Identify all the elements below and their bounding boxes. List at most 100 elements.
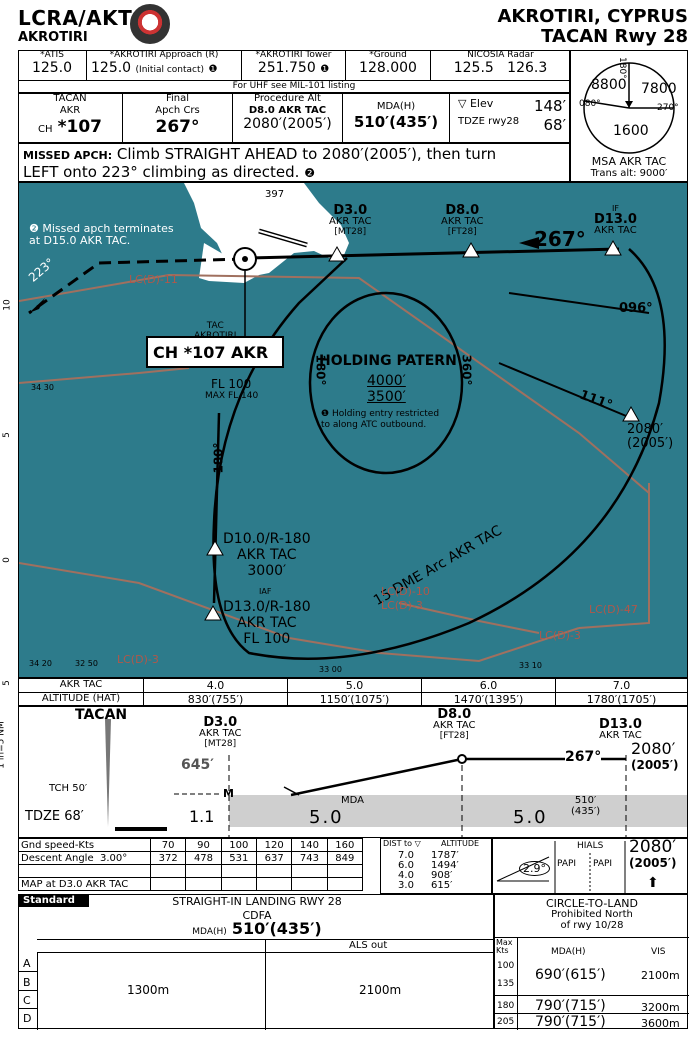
circle-max-kts: Max Kts — [496, 938, 513, 955]
course-096-label: 096° — [619, 301, 653, 316]
plan-view: ❷ Missed apch terminates at D15.0 AKR TAC… — [18, 182, 688, 678]
profile-d3-label: D3.0 AKR TAC [MT28] — [199, 715, 242, 749]
msa-sector-nw: 8800 — [591, 77, 627, 93]
msa-bearing-080: 080° — [579, 99, 601, 109]
comm-atis: *ATIS 125.0 — [18, 50, 87, 81]
lat-34-20: 34 20 — [29, 659, 52, 668]
note-2-icon: ❷ — [304, 166, 315, 180]
circle-note2: of rwy 10/28 — [560, 920, 624, 931]
circle-note1: Prohibited North — [551, 909, 633, 920]
dist-alt-h1: DIST to ▽ — [383, 839, 421, 848]
gs-map: MAP at D3.0 AKR TAC — [18, 877, 151, 891]
airport-icao: LCRA/AKT — [18, 6, 133, 30]
minimums-box: Standard STRAIGHT-IN LANDING RWY 28 CDFA… — [18, 894, 494, 1030]
profile-mda-value: 510′ (435′) — [571, 795, 601, 817]
cat-d: D — [23, 1012, 32, 1025]
comm-ground-value: 128.000 — [359, 60, 417, 76]
alt-table-alt-4: 1780′(1705′) — [586, 693, 657, 706]
tdze-label: TDZE rwy28 — [458, 116, 520, 127]
logo — [130, 4, 170, 44]
final-course: 267° — [155, 117, 200, 137]
rate-100: 531 — [220, 851, 257, 865]
lon-33-10: 33 10 — [519, 661, 542, 670]
elev-cell: ▽ Elev 148′ TDZE rwy28 68′ — [450, 93, 570, 143]
circle-vis-3: 3600m — [641, 1017, 680, 1030]
circle-vis-1: 2100m — [641, 969, 680, 982]
lon-33-00: 33 00 — [319, 665, 342, 674]
circle-mda-1: 690′(615′) — [535, 967, 606, 983]
fix-d13 — [604, 239, 622, 256]
proc-alt-cell: Procedure Alt D8.0 AKR TAC 2080′(2005′) — [233, 93, 343, 143]
procedure-title: TACAN Rwy 28 — [541, 26, 688, 47]
msa-sector-s: 1600 — [613, 123, 649, 139]
circle-vis-2: 3200m — [641, 1001, 680, 1014]
d13-fix-label: IF D13.0 AKR TAC — [594, 204, 637, 236]
course-111 — [498, 362, 632, 419]
d8-fix-label: D8.0 AKR TAC [FT28] — [441, 203, 484, 237]
minimums-cdfa: CDFA — [242, 909, 272, 922]
comm-approach-note: (Initial contact) — [135, 65, 205, 75]
mda-label: MDA(H) — [376, 101, 416, 112]
missed-approach-box: MISSED APCH: Climb STRAIGHT AHEAD to 208… — [18, 143, 570, 182]
circle-mda-2: 790′(715′) — [535, 998, 606, 1014]
papi-left: PAPI — [557, 859, 577, 869]
tacan-tower — [105, 719, 111, 827]
fix-d3 — [328, 245, 346, 262]
glide-angle: 2.9° — [519, 861, 550, 876]
minimums-mda: MDA(H) 510′(435′) — [192, 919, 322, 938]
gs-160: 160 — [326, 838, 364, 852]
final-arrow — [519, 237, 539, 249]
profile-diagram — [105, 719, 687, 837]
missed-climb — [283, 786, 300, 796]
profile-view: TACAN D3.0 AKR TAC [MT28] D8.0 AKR TAC [FT28… — [18, 706, 688, 838]
comm-atis-value: 125.0 — [31, 60, 73, 76]
scale-0: 0 — [1, 557, 12, 563]
fix-2080 — [622, 405, 640, 422]
nav-channel: *107 — [57, 117, 102, 137]
glide-path — [290, 757, 463, 797]
airspace-boundary-inner — [398, 602, 540, 634]
d13r-fix-label: D13.0/R-180 AKR TAC FL 100 — [223, 599, 311, 647]
airspace-boundary-west — [19, 367, 190, 384]
circle-title: CIRCLE-TO-LAND — [546, 897, 638, 910]
missed-prefix: MISSED APCH: — [23, 149, 113, 162]
holding-alt-max: 4000′ — [367, 373, 406, 389]
profile-dist-2: 5.0 — [309, 807, 344, 828]
climb-arrow-icon: ⬆ — [647, 875, 659, 891]
circle-mda-3: 790′(715′) — [535, 1014, 606, 1030]
alt-table-dist-2: 5.0 — [288, 679, 422, 693]
profile-d13-label: D13.0 AKR TAC — [599, 717, 642, 741]
profile-dist-1: 1.1 — [189, 807, 215, 826]
tac-label: TAC AKROTIRI — [194, 321, 237, 341]
obstacle-397: 397 — [265, 189, 285, 200]
alt-table-dist-1: 4.0 — [144, 679, 288, 693]
comm-tower-value: 251.750 — [257, 60, 316, 76]
comm-radar: NICOSIA Radar 125.5 126.3 — [431, 50, 570, 81]
lcd3a-label: LC(D)-3 — [381, 599, 423, 612]
msa-trans-alt: Trans alt: 9000′ — [590, 168, 668, 179]
note-missed-terminates: ❷ Missed apch terminates at D15.0 AKR TAC… — [29, 222, 174, 247]
comm-atis-label: *ATIS — [40, 50, 64, 60]
holding-note: ❶ Holding entry restricted to along ATC o… — [321, 409, 440, 430]
als-out-label: ALS out — [349, 940, 388, 951]
airport-elev-icon: ▽ — [458, 97, 467, 110]
course-360-hold: 360° — [459, 354, 474, 386]
holding-title: HOLDING PATERN — [319, 353, 457, 369]
profile-mda: MDA — [341, 795, 364, 806]
gs-140: 140 — [291, 838, 328, 852]
circle-to-land-box: CIRCLE-TO-LAND Prohibited North of rwy 1… — [494, 894, 689, 1030]
plan-view-map — [19, 183, 687, 677]
scale-note: 1 in=5 NM — [0, 721, 7, 768]
approach-track-arc — [212, 248, 666, 660]
d8-fix-symbol — [457, 754, 467, 764]
scale-5a: 5 — [1, 432, 12, 438]
holding-pattern — [308, 291, 464, 475]
profile-d8-label: D8.0 AKR TAC [FT28] — [433, 707, 476, 741]
alt-table-h1: AKR TAC — [19, 679, 144, 693]
circle-kts-180: 180 — [497, 1001, 515, 1011]
d10-fix-label: D10.0/R-180 AKR TAC 3000′ — [223, 531, 311, 579]
papi-right: PAPI — [593, 859, 613, 869]
profile-m: M — [223, 787, 234, 800]
iaf-label: IAF — [259, 587, 272, 596]
course-180-inbound: 180° — [211, 442, 226, 474]
